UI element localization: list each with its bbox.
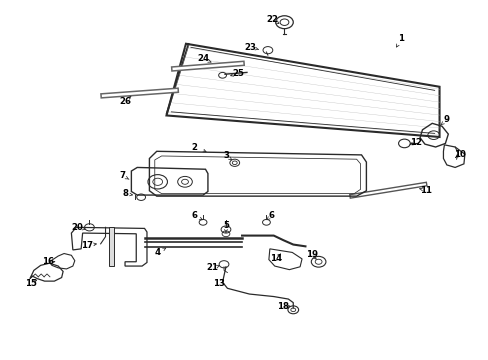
Text: 8: 8 <box>122 189 128 198</box>
Text: 15: 15 <box>25 279 37 288</box>
Text: 4: 4 <box>154 248 161 257</box>
Text: 1: 1 <box>398 34 404 43</box>
Text: 3: 3 <box>223 151 228 160</box>
Text: 10: 10 <box>453 150 465 159</box>
Text: 26: 26 <box>119 97 131 106</box>
Text: 18: 18 <box>276 302 288 311</box>
Text: 21: 21 <box>206 264 218 273</box>
Text: 16: 16 <box>42 257 54 266</box>
Text: 19: 19 <box>305 250 317 259</box>
Text: 24: 24 <box>197 54 209 63</box>
Text: 14: 14 <box>269 254 282 263</box>
Text: 20: 20 <box>72 223 83 232</box>
Text: 25: 25 <box>232 69 244 78</box>
Text: 11: 11 <box>419 185 431 194</box>
Polygon shape <box>109 227 114 266</box>
Text: 7: 7 <box>119 171 125 180</box>
Text: 23: 23 <box>244 43 256 52</box>
Text: 17: 17 <box>81 241 93 250</box>
Text: 6: 6 <box>191 211 197 220</box>
Text: 9: 9 <box>443 115 449 124</box>
Text: 22: 22 <box>266 15 278 24</box>
Text: 5: 5 <box>223 221 228 230</box>
Text: 2: 2 <box>191 143 197 152</box>
Text: 12: 12 <box>409 138 421 147</box>
Text: 6: 6 <box>268 211 274 220</box>
Text: 13: 13 <box>213 279 224 288</box>
